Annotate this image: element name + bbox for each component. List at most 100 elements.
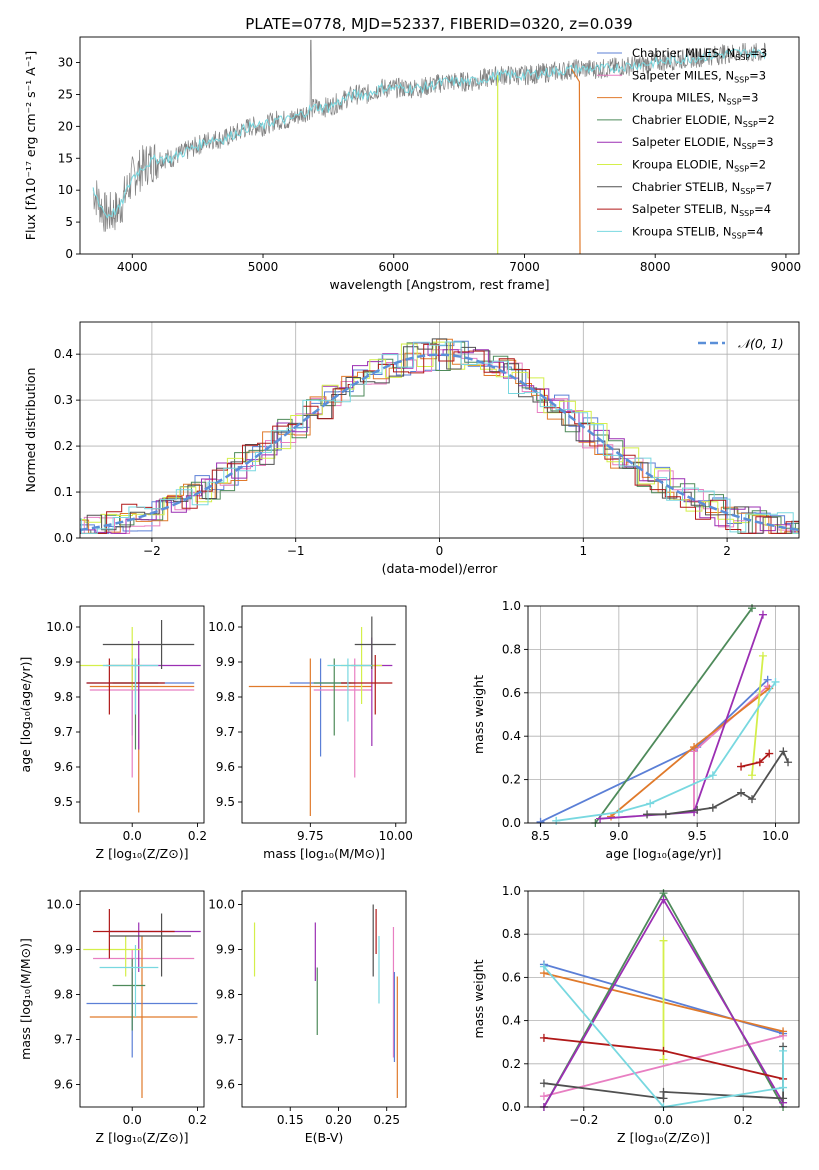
y-tick-label: 10.0 — [46, 620, 73, 634]
x-axis-label: age [log₁₀(age/yr)] — [606, 846, 722, 861]
y-tick-label: 20 — [58, 119, 73, 133]
y-tick-label: 1.0 — [502, 599, 521, 613]
x-axis-label: Z [log₁₀(Z/Z⊙)] — [96, 1130, 189, 1145]
y-tick-label: 0.2 — [54, 439, 73, 453]
x-tick-label: 8.5 — [531, 829, 550, 843]
x-tick-label: 9.0 — [609, 829, 628, 843]
axes-frame — [79, 36, 800, 255]
y-tick-label: 9.9 — [54, 655, 73, 669]
x-tick-label: 0 — [436, 544, 444, 558]
plot-area-spectrum — [92, 39, 767, 254]
y-tick-label: 5 — [65, 215, 73, 229]
x-tick-label: 0.2 — [188, 829, 207, 843]
weight-marker — [659, 1046, 668, 1055]
weight-marker — [659, 895, 668, 904]
legend-label: Salpeter STELIB, NSSP=4 — [632, 202, 771, 218]
weight-line-chabrier-stelib — [647, 749, 789, 816]
y-tick-label: 9.6 — [216, 760, 235, 774]
y-tick-label: 9.5 — [216, 795, 235, 809]
x-tick-label: 5000 — [248, 260, 279, 274]
legend-label: Kroupa STELIB, NSSP=4 — [632, 224, 763, 240]
y-tick-label: 0.1 — [54, 485, 73, 499]
y-tick-label: 9.8 — [216, 988, 235, 1002]
weight-marker — [779, 1046, 788, 1055]
legend-label: Kroupa ELODIE, NSSP=2 — [632, 158, 766, 174]
x-axis-label: (data-model)/error — [382, 561, 499, 576]
weight-marker — [708, 771, 717, 780]
weight-marker — [659, 1055, 668, 1064]
plot-area-residuals — [80, 338, 799, 534]
x-tick-label: 9000 — [771, 260, 802, 274]
axes-frame — [241, 605, 407, 824]
y-tick-label: 0.2 — [502, 1057, 521, 1071]
y-axis-label: age [log₁₀(age/yr)] — [18, 657, 33, 773]
weight-marker — [661, 810, 670, 819]
y-tick-label: 9.6 — [54, 760, 73, 774]
y-axis-label: Normed distribution — [23, 368, 38, 493]
histogram-lines — [80, 338, 799, 534]
x-tick-label: 4000 — [117, 260, 148, 274]
weight-line-salpeter-miles — [543, 1034, 784, 1098]
y-tick-label: 9.8 — [216, 690, 235, 704]
y-tick-label: 0.2 — [502, 773, 521, 787]
y-tick-label: 9.7 — [216, 1033, 235, 1047]
spectrum-lines — [92, 39, 767, 254]
kroupa-miles-cutoff — [571, 68, 581, 254]
x-tick-label: 0.15 — [277, 1113, 304, 1127]
weight-marker — [737, 762, 746, 771]
frame-residuals: −2 −1 0 1 2 0.0 0.1 0.2 0.3 0.4 (data-model)/error… — [23, 321, 800, 576]
y-tick-label: 30 — [58, 56, 73, 70]
y-tick-label: 9.8 — [54, 988, 73, 1002]
y-tick-label: 0.0 — [502, 816, 521, 830]
weight-marker — [693, 805, 702, 814]
frame-spectrum: 4000 5000 6000 7000 8000 9000 0 5 10 15 20 25 30 wave… — [23, 36, 802, 292]
plot-area-mass_vs_Z — [83, 909, 201, 1098]
y-tick-label: 0.6 — [502, 970, 521, 984]
weight-marker — [659, 936, 668, 945]
y-tick-label: 9.7 — [216, 725, 235, 739]
frame-mass_vs_ebv: 0.15 0.20 0.25 9.6 9.7 9.8 9.9 10.0 E(B-V) — [208, 890, 407, 1145]
x-tick-label: 10.00 — [379, 829, 413, 843]
weight-marker — [784, 758, 793, 767]
weight-marker — [690, 743, 699, 752]
weight-marker — [539, 962, 548, 971]
legend-label: Salpeter ELODIE, NSSP=3 — [632, 135, 774, 151]
weight-marker — [643, 810, 652, 819]
weight-line-salpeter-elodie — [600, 614, 764, 820]
plot-area-weight_vs_Z — [539, 889, 788, 1111]
weight-marker — [659, 1087, 668, 1096]
plot-area-weight_vs_age — [536, 604, 793, 827]
figure-title: PLATE=0778, MJD=52337, FIBERID=0320, z=0… — [245, 15, 632, 33]
weight-marker — [539, 1092, 548, 1101]
spectrum-legend: Chabrier MILES, NSSP=3 Salpeter MILES, NS… — [597, 46, 775, 240]
weight-marker — [596, 814, 605, 823]
y-tick-label: 0.6 — [502, 686, 521, 700]
x-axis-label: Z [log₁₀(Z/Z⊙)] — [617, 1130, 710, 1145]
y-tick-label: 9.5 — [54, 795, 73, 809]
x-tick-label: 0.0 — [123, 829, 142, 843]
y-tick-label: 0.3 — [54, 393, 73, 407]
y-tick-label: 0.4 — [54, 347, 73, 361]
weight-marker — [708, 803, 717, 812]
axes-frame — [241, 890, 407, 1108]
y-tick-label: 0.4 — [502, 729, 521, 743]
weight-marker — [758, 610, 767, 619]
y-tick-label: 9.9 — [216, 655, 235, 669]
y-tick-label: 9.9 — [54, 943, 73, 957]
y-tick-label: 9.6 — [216, 1078, 235, 1092]
weight-marker — [614, 808, 623, 817]
y-tick-label: 9.8 — [54, 690, 73, 704]
x-tick-label: 0.2 — [188, 1113, 207, 1127]
y-axis-label: Flux [fλ10⁻¹⁷ erg cm⁻² s⁻¹ A⁻¹] — [23, 51, 38, 240]
frame-age_vs_Z: 0.0 0.2 9.5 9.6 9.7 9.8 9.9 10.0 Z [log₁₀(Z/Z⊙)]… — [18, 605, 207, 861]
y-tick-label: 0.8 — [502, 927, 521, 941]
x-tick-label: 9.5 — [688, 829, 707, 843]
x-tick-label: 0.25 — [373, 1113, 400, 1127]
y-tick-label: 10.0 — [208, 620, 235, 634]
x-axis-label: E(B-V) — [305, 1130, 344, 1145]
frame-weight_vs_age: 8.5 9.0 9.5 10.0 0.0 0.2 0.4 0.6 0.8 1.0 age [log₁… — [471, 599, 800, 861]
frame-weight_vs_Z: −0.2 0.0 0.2 0.0 0.2 0.4 0.6 0.8 1.0 Z [log₁₀(Z/Z… — [471, 884, 800, 1145]
model-spectrum-line — [92, 48, 767, 219]
weight-line-salpeter-stelib — [740, 752, 770, 768]
